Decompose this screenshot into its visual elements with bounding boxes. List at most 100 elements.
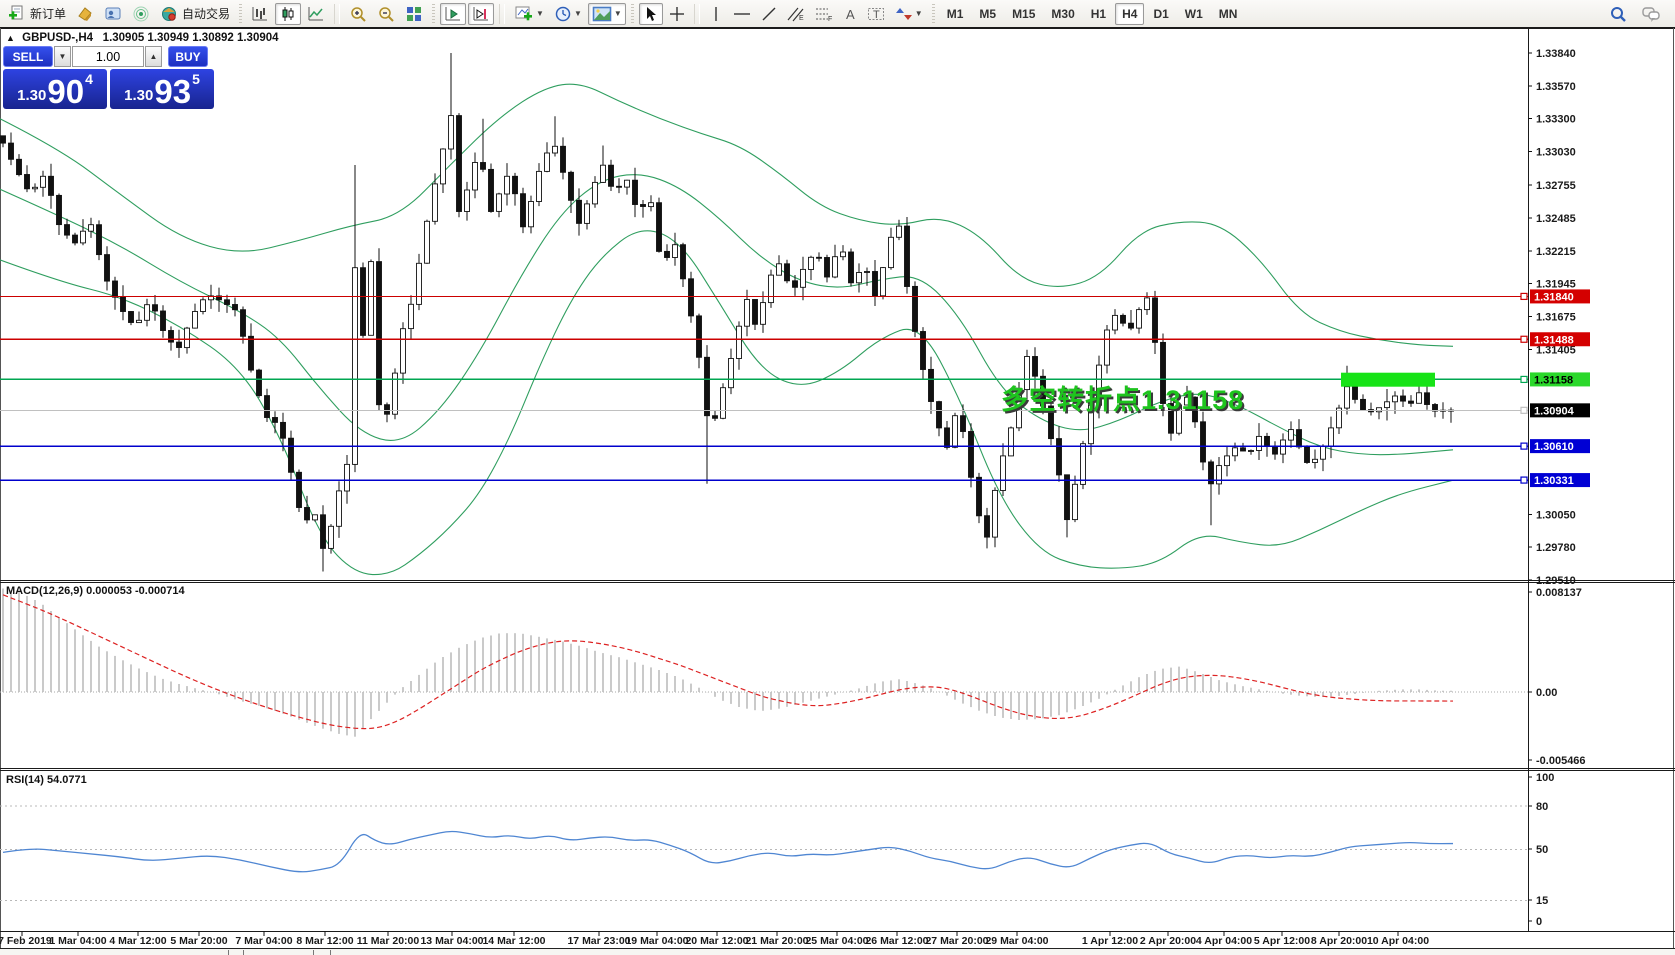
toolbar-separator [334,3,341,24]
chart-symbol-period: GBPUSD-,H4 [22,32,94,44]
dropdown-arrow-icon: ▼ [613,9,622,18]
search-icon [1611,6,1626,22]
level-price-label-bg [1530,372,1590,387]
timeframe-m15-button[interactable]: M15 [1012,6,1036,21]
sell-price-pips: 90 [47,72,85,110]
chat-button[interactable] [1637,3,1665,25]
toolbar-grip [931,3,935,24]
time-axis-label: 5 Apr 12:00 [1254,935,1310,947]
level-price-label: 1.31840 [1534,291,1574,303]
styler-button[interactable] [72,3,98,25]
time-axis-label: 1 Mar 04:00 [49,935,106,947]
text-button[interactable]: A [839,3,861,25]
timeframe-m1-button[interactable]: M1 [946,6,964,21]
horizontal-line-icon [733,12,750,15]
level-price-label: 1.30904 [1534,405,1575,417]
auto-scroll-button[interactable] [440,2,467,25]
line-chart-icon [308,6,324,20]
level-marker [1520,335,1528,343]
toolbar-grip [630,3,634,24]
timeframe-mn-button[interactable]: MN [1218,6,1238,21]
bottom-tab-strip [0,948,1675,955]
template-icon [592,6,612,21]
profile-button[interactable] [100,3,126,25]
chart-candles-button[interactable] [275,2,302,25]
trendline-button[interactable] [757,3,781,25]
time-axis-label: 13 Mar 04:00 [420,935,483,947]
level-marker [1520,375,1528,384]
svg-text:F: F [828,16,832,22]
level-price-label-bg [1530,473,1590,488]
fibonacci-icon: F [815,8,832,22]
timeframe-d1-button[interactable]: D1 [1153,6,1169,21]
indicators-icon [515,6,533,20]
macd-indicator-label: MACD(12,26,9) 0.000053 -0.000714 [6,585,185,597]
zoom-in-icon [351,6,366,22]
templates-button[interactable]: ▼ [587,2,626,25]
zoom-in-button[interactable] [345,3,371,25]
volume-field[interactable]: 1.00 [72,46,144,67]
tab-divider [330,950,331,955]
crosshair-button[interactable] [665,3,689,25]
equidistant-channel-button[interactable]: E [783,3,809,25]
arrows-button[interactable]: ▼ [891,3,927,25]
timeframe-h4-button[interactable]: H4 [1115,2,1145,25]
buy-button[interactable]: BUY [168,46,208,67]
time-axis-label: 5 Mar 20:00 [170,935,227,947]
vertical-line-icon [715,6,717,21]
tile-windows-button[interactable] [401,3,427,25]
volume-increase-button[interactable]: ▲ [145,46,162,67]
text-label-button[interactable]: T [863,3,889,25]
timeframes-button[interactable]: ▼ [550,3,586,25]
collapse-trade-panel-icon[interactable]: ▲ [6,33,15,43]
macd-axis-tick: 0.00 [1536,687,1557,699]
fibonacci-button[interactable]: F [811,3,837,25]
price-axis-tick: 1.29510 [1536,575,1576,587]
timeframe-h1-button[interactable]: H1 [1090,6,1107,21]
cursor-button[interactable] [638,2,663,25]
tab-divider [313,950,314,955]
macd-axis-tick: -0.005466 [1536,755,1586,767]
zoom-out-button[interactable] [373,3,399,25]
new-order-button[interactable]: 新订单 [4,3,70,25]
timeframe-m30-button[interactable]: M30 [1051,6,1075,21]
signals-button[interactable] [128,3,154,25]
chart-shift-button[interactable] [468,2,495,25]
vertical-line-button[interactable] [705,3,727,25]
level-price-label-bg [1530,289,1590,304]
time-axis-label: 8 Mar 12:00 [296,935,353,947]
price-axis-tick: 1.31675 [1536,312,1576,324]
price-axis-tick: 1.33570 [1536,81,1576,93]
price-axis-tick: 1.32215 [1536,246,1576,258]
sell-price-box[interactable]: 1.30 90 4 [3,69,107,109]
highlight-rectangle[interactable] [1341,372,1435,387]
timeframe-m5-button[interactable]: M5 [979,6,997,21]
time-axis-label: 8 Apr 20:00 [1311,935,1367,947]
price-axis-tick: 1.31945 [1536,279,1576,291]
autotrading-button[interactable]: 自动交易 [156,3,234,25]
chart-text-annotation[interactable]: 多空转折点1.31158 [1001,385,1245,415]
dropdown-arrow-icon: ▼ [914,9,923,18]
text-icon: A [846,7,855,22]
timeframe-w1-button[interactable]: W1 [1184,6,1203,21]
dropdown-arrow-icon: ▼ [536,9,544,18]
time-axis-label: 11 Mar 20:00 [357,935,420,947]
price-axis-tick: 1.30050 [1536,509,1576,521]
candles [0,53,1454,572]
search-button[interactable] [1605,3,1631,25]
time-axis-label: 20 Mar 12:00 [685,935,748,947]
svg-text:A: A [846,7,855,22]
time-axis-label: 1 Apr 12:00 [1082,935,1138,947]
time-axis-label: 17 Mar 23:00 [567,935,630,947]
indicators-button[interactable]: ▼ [510,3,548,25]
sell-button[interactable]: SELL [3,46,53,67]
chart-line-button[interactable] [303,3,329,25]
level-price-label: 1.31488 [1534,334,1574,346]
horizontal-line-button[interactable] [729,3,755,25]
volume-decrease-button[interactable]: ▼ [54,46,71,67]
buy-price-box[interactable]: 1.30 93 5 [110,69,214,109]
chart-bars-button[interactable] [247,3,273,25]
bollinger-middle-band [0,174,1454,456]
